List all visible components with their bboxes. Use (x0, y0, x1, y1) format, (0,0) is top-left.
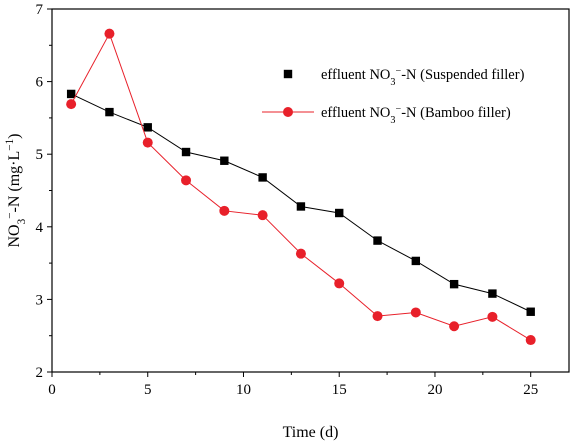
data-point (449, 279, 459, 289)
data-point (143, 123, 152, 132)
x-tick-label: 0 (48, 382, 56, 398)
y-tick-label: 4 (36, 220, 44, 236)
y-tick-label: 7 (36, 2, 44, 18)
legend-marker (283, 107, 293, 117)
data-point (410, 307, 421, 318)
series-circle (66, 28, 536, 346)
y-axis-title: NO3−-N (mg·L−1) (4, 133, 28, 247)
data-point (296, 202, 306, 211)
data-point (66, 99, 77, 110)
data-point (142, 137, 153, 148)
data-point (373, 236, 382, 245)
data-point (487, 311, 498, 322)
x-tick-label: 20 (427, 382, 442, 398)
legend: effluent NO3−-N (Suspended filler) efflue… (262, 66, 525, 126)
legend-label: effluent NO3−-N (Bamboo filler) (321, 104, 511, 126)
y-tick-label: 3 (36, 292, 44, 308)
data-point (257, 210, 268, 221)
data-point (372, 311, 383, 322)
y-tick-label: 5 (36, 147, 44, 163)
data-point (181, 147, 191, 157)
legend-label: effluent NO3−-N (Suspended filler) (321, 66, 525, 88)
legend-item: effluent NO3−-N (Suspended filler) (283, 66, 525, 88)
data-point (258, 173, 267, 182)
x-tick-label: 5 (144, 382, 152, 398)
data-point (488, 289, 497, 298)
legend-item: effluent NO3−-N (Bamboo filler) (262, 104, 511, 126)
series-layer (66, 28, 536, 346)
x-axis-title: Time (d) (283, 424, 339, 441)
data-point (105, 107, 114, 117)
y-tick-label: 6 (36, 75, 44, 91)
legend-marker (283, 69, 293, 79)
data-point (104, 28, 115, 39)
data-point (411, 256, 421, 266)
data-point (220, 156, 229, 165)
data-point (526, 307, 535, 316)
series-square (66, 89, 535, 316)
data-point (66, 89, 76, 99)
x-tick-label: 15 (332, 382, 347, 398)
data-point (525, 335, 536, 346)
data-point (181, 175, 192, 186)
x-tick-label: 25 (523, 382, 538, 398)
data-point (449, 321, 460, 332)
data-point (295, 248, 306, 259)
y-tick-label: 2 (36, 365, 44, 381)
data-point (335, 208, 344, 218)
data-point (334, 278, 345, 289)
x-tick-label: 10 (236, 382, 251, 398)
data-point (219, 205, 230, 216)
